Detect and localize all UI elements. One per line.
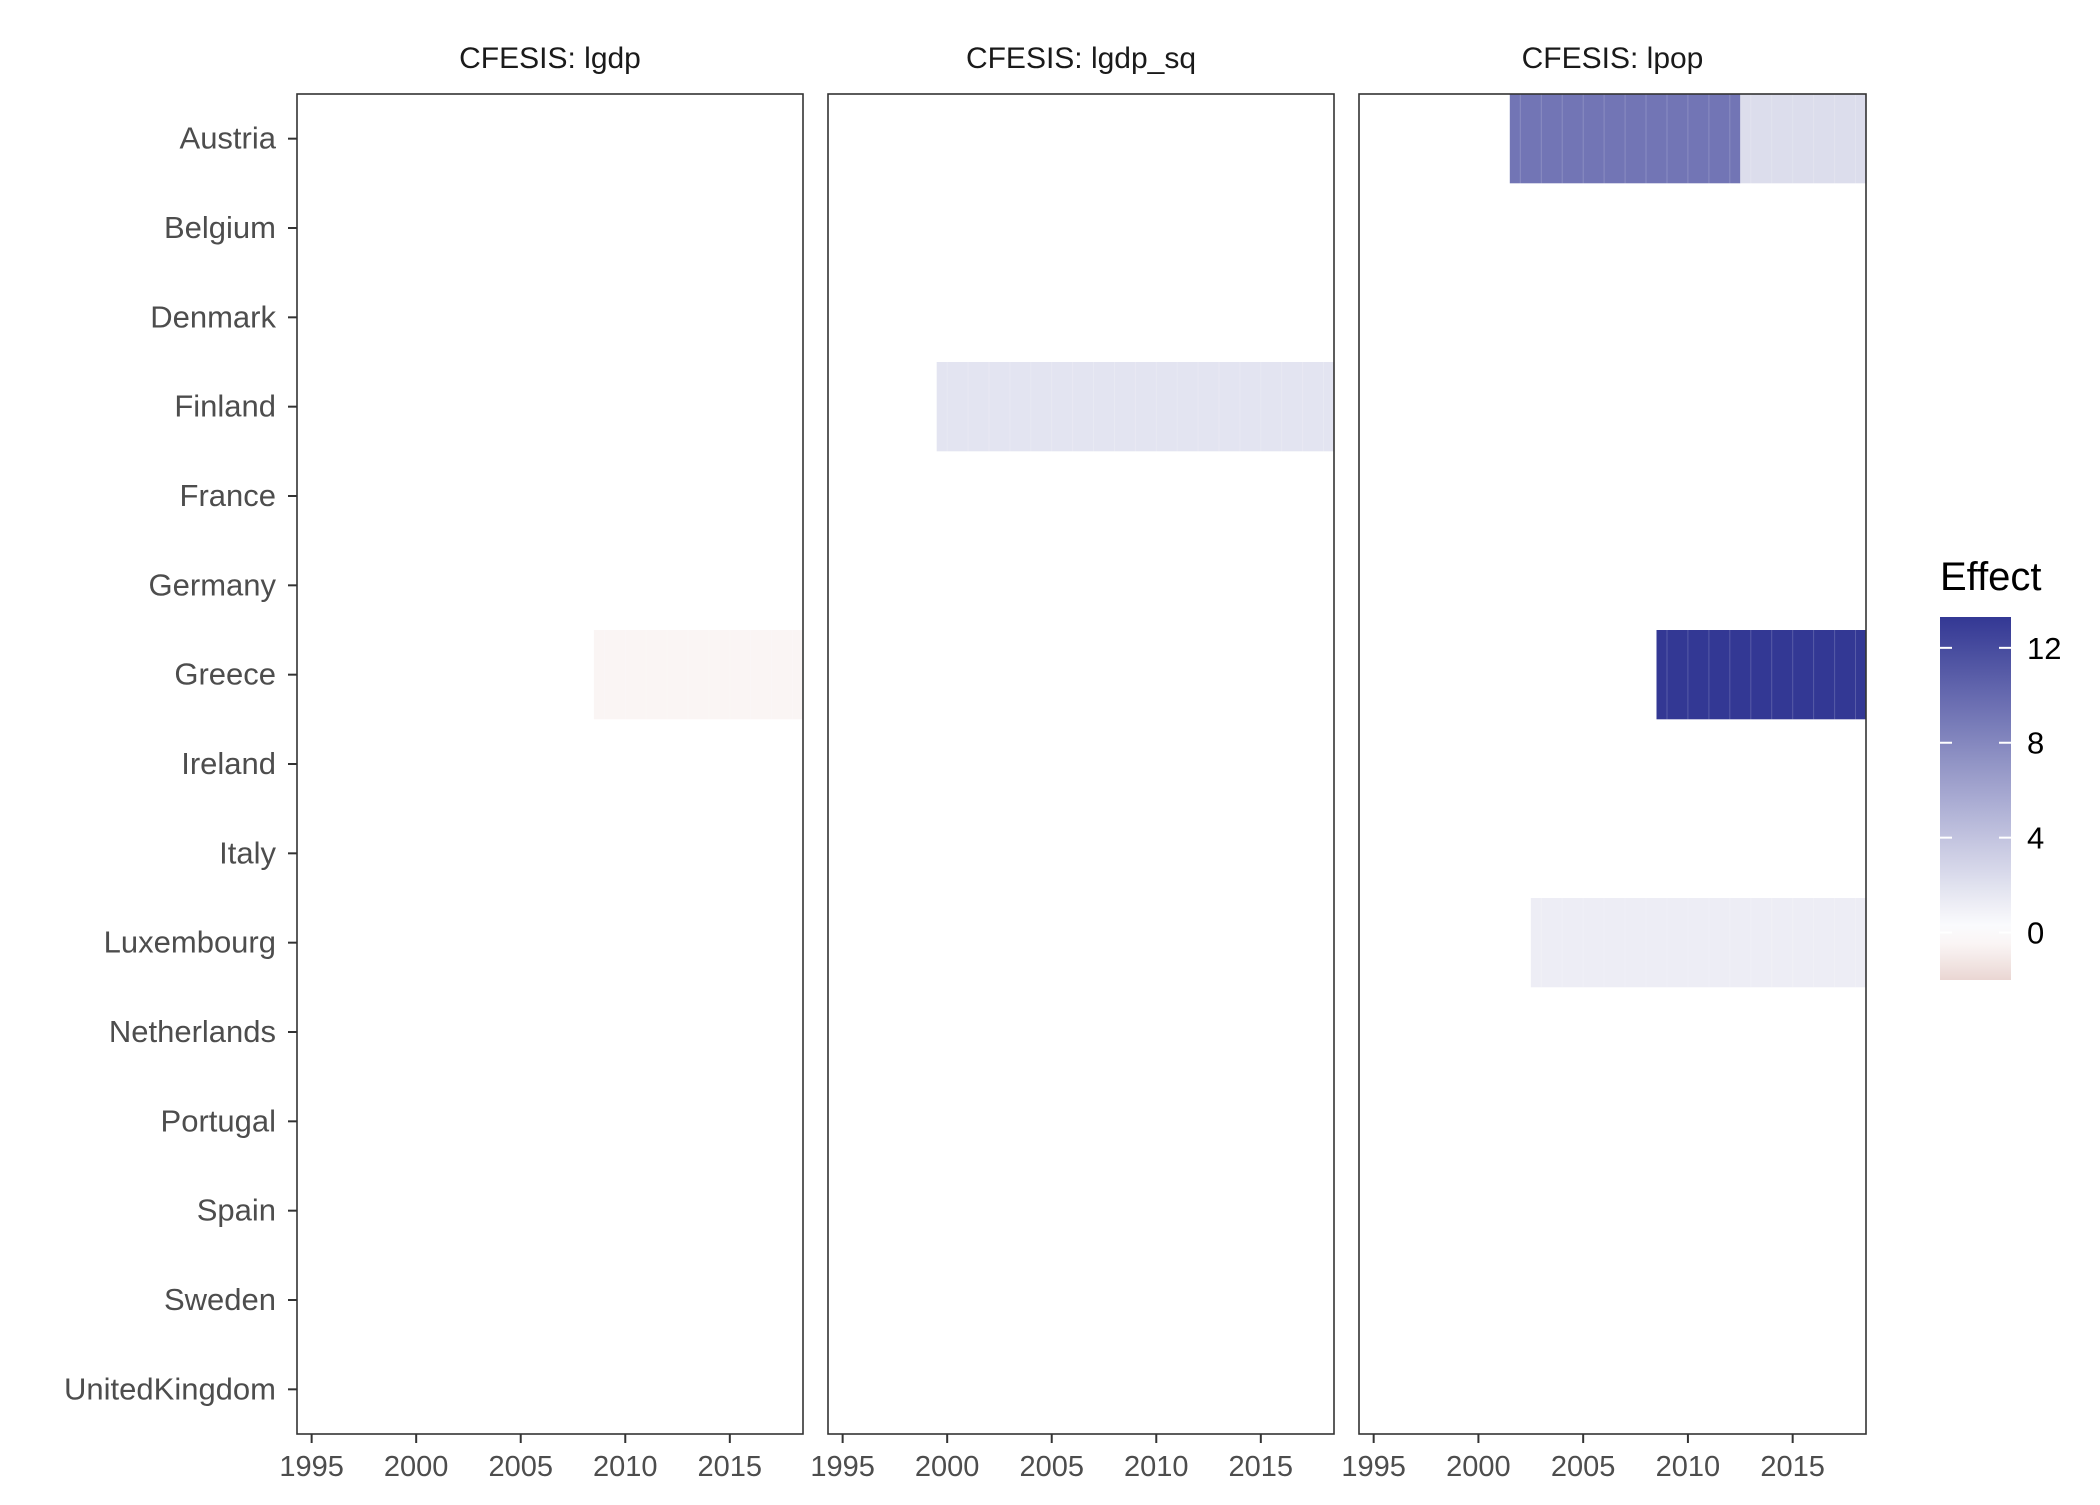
heatmap-cell-austria bbox=[1740, 94, 1866, 184]
panel-border bbox=[1358, 93, 1867, 1435]
heatmap-cell-greece bbox=[593, 630, 803, 720]
x-tick-label: 2015 bbox=[1760, 1451, 1825, 1483]
legend-tick-label: 0 bbox=[2027, 916, 2044, 951]
legend-tick-label: 8 bbox=[2027, 726, 2044, 761]
panel-background bbox=[828, 94, 1334, 1434]
y-tick-label: Luxembourg bbox=[104, 925, 276, 960]
x-tick-label: 2010 bbox=[593, 1451, 658, 1483]
legend-title: Effect bbox=[1940, 555, 2042, 599]
heatmap-cell-luxembourg bbox=[1530, 898, 1866, 988]
x-tick-label: 2005 bbox=[1019, 1451, 1084, 1483]
y-tick-label: France bbox=[180, 478, 276, 513]
y-tick-label: Austria bbox=[180, 121, 277, 156]
y-tick-label: Greece bbox=[174, 657, 276, 692]
x-tick-label: 2005 bbox=[1551, 1451, 1616, 1483]
y-tick-label: Portugal bbox=[161, 1103, 276, 1138]
y-tick-label: Denmark bbox=[150, 299, 276, 334]
heatmap-cell-greece bbox=[1656, 630, 1866, 720]
y-tick-label: Netherlands bbox=[109, 1014, 276, 1049]
heatmap-cell-finland bbox=[936, 362, 1334, 452]
y-tick-label: Germany bbox=[149, 567, 277, 602]
y-tick-label: UnitedKingdom bbox=[64, 1371, 276, 1406]
x-tick-label: 1995 bbox=[279, 1451, 344, 1483]
y-tick-label: Finland bbox=[174, 389, 276, 424]
y-tick-label: Ireland bbox=[181, 746, 276, 781]
y-tick-label: Belgium bbox=[164, 210, 276, 245]
legend-tick-label: 12 bbox=[2027, 631, 2061, 666]
facet-title: CFESIS: lpop bbox=[1522, 42, 1704, 75]
x-tick-label: 2015 bbox=[1229, 1451, 1294, 1483]
x-tick-label: 2010 bbox=[1124, 1451, 1189, 1483]
heatmap-cell-austria bbox=[1509, 94, 1741, 184]
facet-title: CFESIS: lgdp bbox=[459, 42, 641, 75]
x-tick-label: 1995 bbox=[1341, 1451, 1406, 1483]
panel-border bbox=[827, 93, 1335, 1435]
x-tick-label: 2000 bbox=[384, 1451, 449, 1483]
x-tick-label: 2000 bbox=[915, 1451, 980, 1483]
y-tick-label: Spain bbox=[197, 1193, 276, 1228]
panel-background bbox=[297, 94, 803, 1434]
facet-title: CFESIS: lgdp_sq bbox=[966, 42, 1196, 75]
panel-background bbox=[1359, 94, 1866, 1434]
legend-tick-label: 4 bbox=[2027, 821, 2044, 856]
x-tick-label: 1995 bbox=[810, 1451, 875, 1483]
x-tick-label: 2005 bbox=[488, 1451, 553, 1483]
legend-color-bar bbox=[1940, 617, 2011, 980]
x-tick-label: 2015 bbox=[698, 1451, 763, 1483]
y-tick-label: Italy bbox=[219, 835, 276, 870]
y-tick-label: Sweden bbox=[164, 1282, 276, 1317]
x-tick-label: 2010 bbox=[1656, 1451, 1721, 1483]
x-tick-label: 2000 bbox=[1446, 1451, 1511, 1483]
